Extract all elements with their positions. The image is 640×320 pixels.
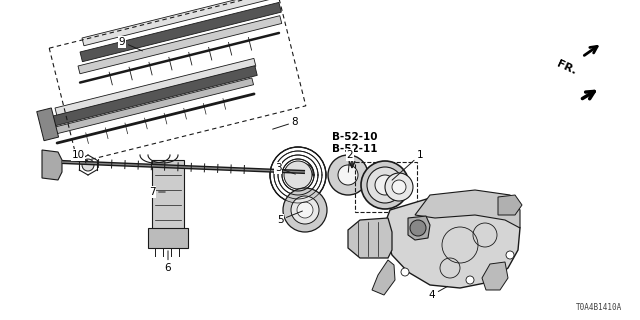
Circle shape: [367, 167, 403, 203]
Bar: [355, 162, 417, 212]
Polygon shape: [385, 195, 520, 288]
Circle shape: [291, 196, 319, 224]
Circle shape: [297, 164, 313, 180]
Circle shape: [328, 155, 368, 195]
Circle shape: [375, 175, 395, 195]
Polygon shape: [498, 195, 522, 215]
Polygon shape: [55, 59, 256, 116]
Circle shape: [466, 276, 474, 284]
Text: 7: 7: [148, 187, 165, 197]
Polygon shape: [415, 190, 520, 228]
Polygon shape: [372, 260, 395, 295]
Polygon shape: [82, 0, 278, 46]
Text: 2: 2: [347, 150, 353, 172]
Text: B-52-11: B-52-11: [332, 144, 378, 154]
Polygon shape: [36, 108, 59, 141]
Text: 5: 5: [276, 211, 303, 225]
Text: B-52-10: B-52-10: [332, 132, 378, 142]
Text: T0A4B1410A: T0A4B1410A: [576, 303, 622, 312]
Text: 9: 9: [118, 37, 143, 51]
Circle shape: [392, 180, 406, 194]
Text: 4: 4: [429, 286, 447, 300]
Text: 3: 3: [275, 163, 296, 174]
Polygon shape: [42, 150, 62, 180]
Circle shape: [506, 251, 514, 259]
Circle shape: [297, 202, 313, 218]
Text: FR.: FR.: [555, 59, 578, 77]
Circle shape: [284, 161, 312, 189]
Polygon shape: [78, 16, 282, 74]
Circle shape: [283, 188, 327, 232]
Text: 6: 6: [164, 251, 172, 273]
Circle shape: [338, 165, 358, 185]
Bar: [152, 160, 184, 232]
Polygon shape: [80, 3, 282, 62]
Polygon shape: [51, 78, 253, 135]
Circle shape: [82, 159, 94, 171]
Polygon shape: [482, 262, 508, 290]
Circle shape: [361, 161, 409, 209]
Circle shape: [385, 173, 413, 201]
Circle shape: [410, 220, 426, 236]
FancyBboxPatch shape: [148, 228, 188, 248]
Polygon shape: [348, 218, 392, 258]
Circle shape: [401, 268, 409, 276]
Polygon shape: [53, 66, 257, 126]
Polygon shape: [408, 216, 430, 240]
Text: 1: 1: [392, 150, 423, 180]
Text: 10: 10: [72, 150, 86, 163]
Text: 8: 8: [273, 117, 298, 129]
